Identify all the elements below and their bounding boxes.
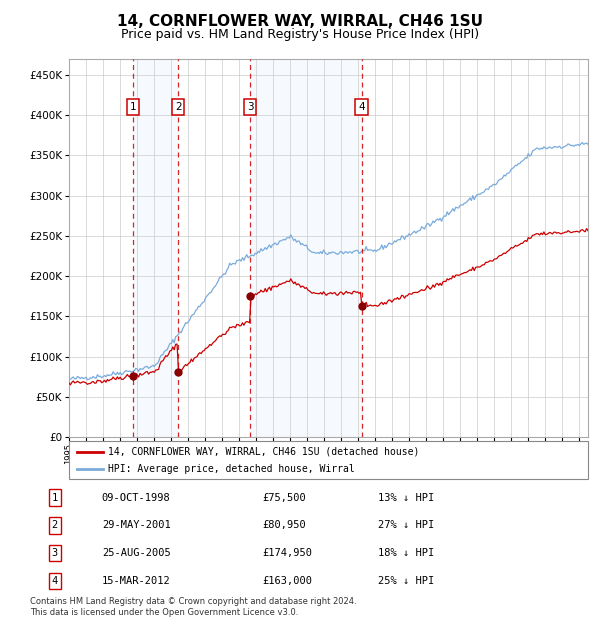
Bar [250,59,362,437]
Text: 09-OCT-1998: 09-OCT-1998 [102,492,170,503]
Text: 15-MAR-2012: 15-MAR-2012 [102,576,170,587]
Text: 14, CORNFLOWER WAY, WIRRAL, CH46 1SU (detached house): 14, CORNFLOWER WAY, WIRRAL, CH46 1SU (de… [108,447,419,457]
Text: 3: 3 [247,102,254,112]
Text: 4: 4 [358,102,365,112]
Text: Price paid vs. HM Land Registry's House Price Index (HPI): Price paid vs. HM Land Registry's House … [121,28,479,41]
Text: 1: 1 [130,102,136,112]
Text: 3: 3 [52,548,58,559]
Text: 14, CORNFLOWER WAY, WIRRAL, CH46 1SU: 14, CORNFLOWER WAY, WIRRAL, CH46 1SU [117,14,483,29]
Text: 13% ↓ HPI: 13% ↓ HPI [378,492,434,503]
Text: HPI: Average price, detached house, Wirral: HPI: Average price, detached house, Wirr… [108,464,355,474]
Text: 25-AUG-2005: 25-AUG-2005 [102,548,170,559]
Text: 4: 4 [52,576,58,587]
Text: £174,950: £174,950 [262,548,312,559]
Text: £75,500: £75,500 [262,492,305,503]
Text: 29-MAY-2001: 29-MAY-2001 [102,520,170,531]
Text: 27% ↓ HPI: 27% ↓ HPI [378,520,434,531]
Text: 25% ↓ HPI: 25% ↓ HPI [378,576,434,587]
Text: Contains HM Land Registry data © Crown copyright and database right 2024.
This d: Contains HM Land Registry data © Crown c… [30,598,356,617]
Text: £80,950: £80,950 [262,520,305,531]
Text: £163,000: £163,000 [262,576,312,587]
Text: 2: 2 [175,102,181,112]
Text: 2: 2 [52,520,58,531]
Text: 18% ↓ HPI: 18% ↓ HPI [378,548,434,559]
Text: 1: 1 [52,492,58,503]
Bar [133,59,178,437]
FancyBboxPatch shape [69,441,588,479]
